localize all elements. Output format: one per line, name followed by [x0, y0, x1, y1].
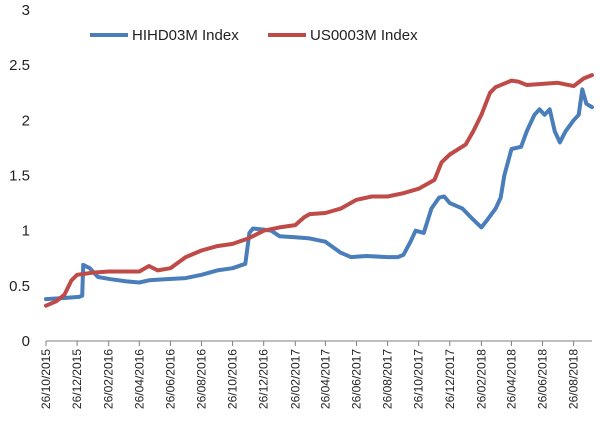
x-tick-label: 26/08/2016: [194, 349, 208, 409]
x-tick-label: 26/10/2016: [226, 349, 240, 409]
x-tick-label: 26/06/2018: [536, 349, 550, 409]
x-tick-label: 26/02/2016: [102, 349, 116, 409]
x-tick-label: 26/12/2016: [257, 349, 271, 409]
y-tick-label: 2.5: [9, 57, 30, 74]
series-layer: [44, 73, 594, 308]
y-tick-label: 3: [22, 2, 30, 19]
x-tick-label: 26/10/2017: [412, 349, 426, 409]
x-tick-label: 26/12/2015: [70, 349, 84, 409]
x-tick-label: 26/06/2017: [349, 349, 363, 409]
x-tick-label: 26/04/2016: [132, 349, 146, 409]
legend-label: US0003M Index: [310, 27, 418, 44]
x-tick-label: 26/06/2016: [163, 349, 177, 409]
y-tick-label: 0.5: [9, 278, 30, 295]
x-tick-label: 26/08/2017: [381, 349, 395, 409]
x-tick-label: 26/08/2018: [567, 349, 581, 409]
series-line-hihd03m: [44, 87, 594, 302]
y-tick-label: 1.5: [9, 168, 30, 185]
x-tick-label: 26/10/2015: [39, 349, 53, 409]
x-tick-label: 26/04/2017: [318, 349, 332, 409]
x-axis-ticks: 26/10/2015 26/12/2015 26/02/2016 26/04/2016…: [39, 341, 581, 409]
series-line-us0003m: [44, 73, 594, 308]
x-tick-label: 26/02/2017: [288, 349, 302, 409]
y-tick-label: 1: [22, 223, 30, 240]
x-tick-label: 26/12/2017: [443, 349, 457, 409]
y-tick-label: 0: [22, 333, 30, 350]
legend-label: HIHD03M Index: [132, 27, 239, 44]
x-tick-label: 26/04/2018: [504, 349, 518, 409]
y-axis-ticks: 0 0.5 1 1.5 2 2.5 3: [9, 2, 30, 350]
x-tick-label: 26/02/2018: [474, 349, 488, 409]
y-tick-label: 2: [22, 112, 30, 129]
legend: HIHD03M Index US0003M Index: [90, 27, 418, 44]
